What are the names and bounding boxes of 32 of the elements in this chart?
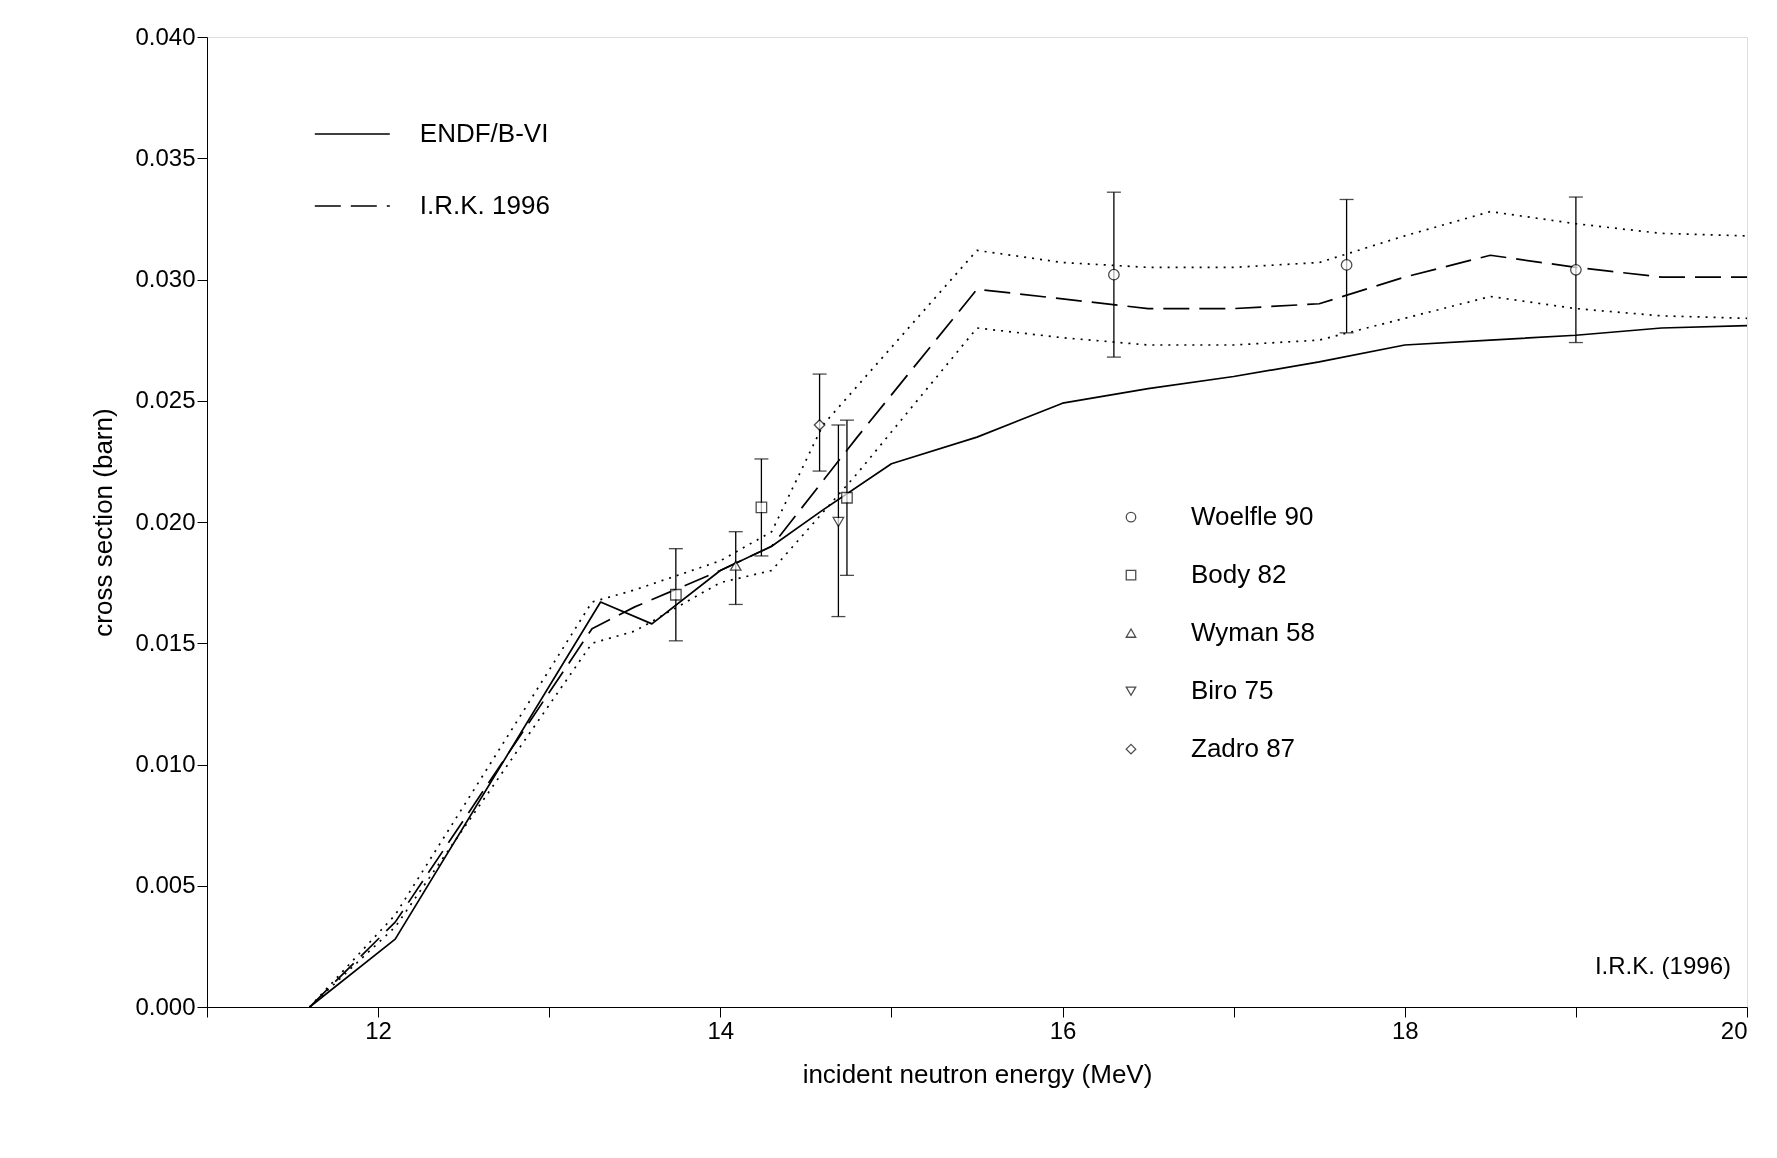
- y-tick-label: 0.040: [135, 22, 196, 50]
- x-tick-label: 20: [1720, 1016, 1748, 1044]
- y-tick-label: 0.020: [135, 507, 196, 535]
- x-tick-label: 16: [1049, 1016, 1077, 1044]
- point: [813, 419, 826, 431]
- y-tick-label: 0.025: [135, 386, 196, 414]
- y-tick-label: 0.035: [135, 143, 196, 171]
- y-tick-label: 0.015: [135, 628, 196, 656]
- point: [1107, 268, 1120, 281]
- y-axis-title: cross section (barn): [88, 408, 119, 637]
- legend-label: Zadro 87: [1191, 733, 1296, 764]
- legend-label: Woelfle 90: [1191, 501, 1314, 532]
- y-tick-label: 0.005: [135, 871, 196, 899]
- legend-label: I.R.K. 1996: [419, 190, 550, 220]
- point: [841, 491, 853, 504]
- x-tick-label: 12: [365, 1016, 392, 1044]
- x-axis-title: incident neutron energy (MeV): [802, 1058, 1153, 1089]
- y-tick-label: 0.030: [135, 265, 196, 292]
- x-tick-label: 14: [707, 1016, 735, 1044]
- point: [1340, 259, 1353, 271]
- legend-label: Wyman 58: [1191, 617, 1316, 648]
- point: [669, 588, 682, 601]
- y-tick-label: 0.000: [135, 992, 196, 1020]
- annotation: I.R.K. (1996): [1594, 952, 1731, 979]
- legend-label: Biro 75: [1191, 675, 1274, 706]
- x-tick-label: 18: [1391, 1016, 1419, 1044]
- legend-label: Body 82: [1191, 559, 1287, 590]
- point: [832, 516, 845, 528]
- point: [729, 560, 742, 571]
- y-tick-label: 0.010: [135, 750, 196, 777]
- legend-label: ENDF/B-VI: [419, 118, 549, 148]
- point: [1569, 263, 1582, 276]
